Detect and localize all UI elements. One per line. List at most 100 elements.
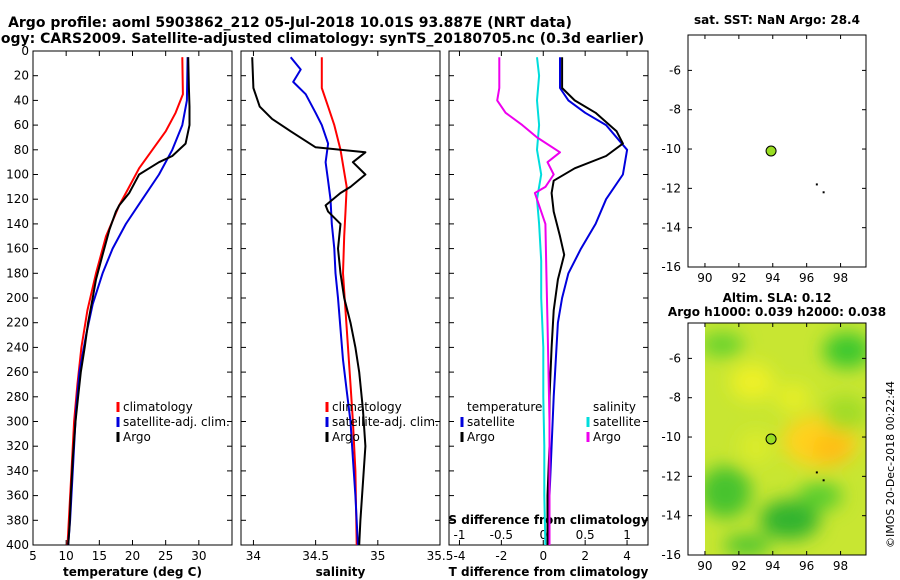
sla-heatmap-cell — [812, 432, 853, 465]
temperature-series-climatology — [66, 57, 184, 546]
depth-tick-label: 340 — [6, 464, 29, 478]
sla-heatmap — [704, 323, 867, 555]
difference-xtick-label: -4 — [453, 549, 465, 563]
depth-tick-label: 160 — [6, 242, 29, 256]
salinity-xtick-label: 35.5 — [427, 549, 454, 563]
sla_map-ytick-label: -10 — [661, 430, 681, 444]
sst_map-ytick-label: -14 — [661, 221, 681, 235]
sla-heatmap-field — [704, 332, 867, 555]
difference-stick-label: 0.5 — [576, 528, 595, 542]
salinity-frame — [240, 50, 441, 546]
sla_map-argo-position-marker — [765, 433, 777, 445]
sst_map-xtick-label: 90 — [697, 271, 712, 285]
depth-tick-label: 220 — [6, 316, 29, 330]
salinity-legend-label: satellite-adj. clim. — [332, 415, 439, 429]
temperature-frame — [32, 50, 233, 546]
difference-series-t-satellite — [548, 57, 629, 545]
title-line-2: Climatology: CARS2009. Satellite-adjuste… — [0, 31, 644, 47]
sla_map-ytick-label: -12 — [661, 469, 681, 483]
sla-heatmap-cell — [759, 499, 820, 540]
depth-tick-label: 180 — [6, 266, 29, 280]
salinity-xtick-label: 34.5 — [302, 549, 329, 563]
difference-xtick-label: 4 — [623, 549, 631, 563]
difference-stick-label: 1 — [623, 528, 631, 542]
depth-tick-label: 240 — [6, 340, 29, 354]
timestamp: ©IMOS 20-Dec-2018 00:22:44 — [884, 381, 897, 548]
depth-tick-label: 400 — [6, 538, 29, 552]
sst_map-ytick-label: -8 — [669, 103, 681, 117]
salinity-legend-label: Argo — [332, 430, 360, 444]
sla_map-ytick-label: -14 — [661, 509, 681, 523]
depth-tick-label: 200 — [6, 291, 29, 305]
difference-xtick-label: -2 — [495, 549, 507, 563]
depth-tick-label: 300 — [6, 415, 29, 429]
sst_map-ytick-label: -12 — [661, 181, 681, 195]
sla-heatmap-cell — [704, 332, 744, 357]
salinity-xtick-label: 34 — [246, 549, 261, 563]
difference-legend-left-title: temperature — [467, 400, 542, 414]
sla-map-subtitle: Argo h1000: 0.039 h2000: 0.038 — [668, 305, 886, 319]
depth-tick-label: 120 — [6, 192, 29, 206]
sla_map-ytick-label: -6 — [669, 351, 681, 365]
title-line-1: Argo profile: aoml 5903862_212 05-Jul-20… — [8, 15, 572, 31]
temperature-xtick-label: 5 — [29, 549, 37, 563]
sla-heatmap-cell — [798, 482, 843, 511]
temperature-xtick-label: 10 — [59, 549, 74, 563]
salinity-xtick-label: 35 — [370, 549, 385, 563]
difference-stick-label: -0.5 — [490, 528, 513, 542]
sla-heatmap-cell — [730, 363, 775, 400]
sla-heatmap-cell — [739, 430, 772, 463]
sst_map-xtick-label: 94 — [765, 271, 780, 285]
difference-xtick-label: 0 — [539, 549, 547, 563]
sst_map-xtick-label: 92 — [731, 271, 746, 285]
depth-tick-label: 20 — [14, 69, 29, 83]
sla_map-speck-marker — [815, 471, 818, 474]
sla-heatmap-cell — [823, 332, 867, 369]
temperature-series-argo — [67, 57, 191, 546]
temperature-xtick-label: 20 — [125, 549, 140, 563]
salinity-series-argo — [251, 57, 367, 546]
difference-legend-right-label: satellite — [593, 415, 641, 429]
temperature-legend-label: Argo — [123, 430, 151, 444]
sla_map-speck-marker — [822, 479, 825, 482]
sla-heatmap-cell — [775, 383, 812, 412]
depth-tick-label: 100 — [6, 168, 29, 182]
depth-tick-label: 0 — [21, 44, 29, 58]
depth-tick-label: 40 — [14, 93, 29, 107]
sst-map-title: sat. SST: NaN Argo: 28.4 — [694, 13, 860, 27]
salinity-series-satellite-adj-clim- — [289, 56, 359, 546]
sla_map-xtick-label: 98 — [833, 559, 848, 573]
sst_map-frame — [687, 34, 867, 268]
difference-legend-left-label: satellite — [467, 415, 515, 429]
difference-series-s-satellite — [536, 57, 547, 546]
salinity-series-climatology — [320, 57, 358, 546]
temperature-xlabel: temperature (deg C) — [63, 565, 202, 579]
depth-tick-label: 360 — [6, 489, 29, 503]
difference-legend-right-label: Argo — [593, 430, 621, 444]
temperature-legend-label: satellite-adj. clim. — [123, 415, 230, 429]
sla_map-xtick-label: 96 — [799, 559, 814, 573]
difference-legend-right-title: salinity — [593, 400, 636, 414]
sla_map-ytick-label: -16 — [661, 548, 681, 562]
sst_map-ytick-label: -16 — [661, 260, 681, 274]
sst_map-speck-marker — [822, 191, 825, 194]
depth-tick-label: 320 — [6, 439, 29, 453]
difference-xtick-label: 2 — [581, 549, 589, 563]
depth-tick-label: 60 — [14, 118, 29, 132]
sla_map-xtick-label: 92 — [731, 559, 746, 573]
sst_map-argo-position-marker — [765, 145, 777, 157]
sla-map-title: Altim. SLA: 0.12 — [723, 291, 832, 305]
sla-heatmap-cell — [723, 535, 772, 555]
sla_map-ytick-label: -8 — [669, 391, 681, 405]
depth-tick-label: 280 — [6, 390, 29, 404]
depth-tick-label: 140 — [6, 217, 29, 231]
difference-series-s-argo — [496, 57, 561, 545]
temperature-xtick-label: 15 — [92, 549, 107, 563]
sst_map-ytick-label: -10 — [661, 142, 681, 156]
sst_map-speck-marker — [815, 183, 818, 186]
difference-stick-label: 0 — [539, 528, 547, 542]
difference-stick-label: -1 — [453, 528, 465, 542]
salinity-xlabel: salinity — [316, 565, 366, 579]
depth-tick-label: 80 — [14, 143, 29, 157]
